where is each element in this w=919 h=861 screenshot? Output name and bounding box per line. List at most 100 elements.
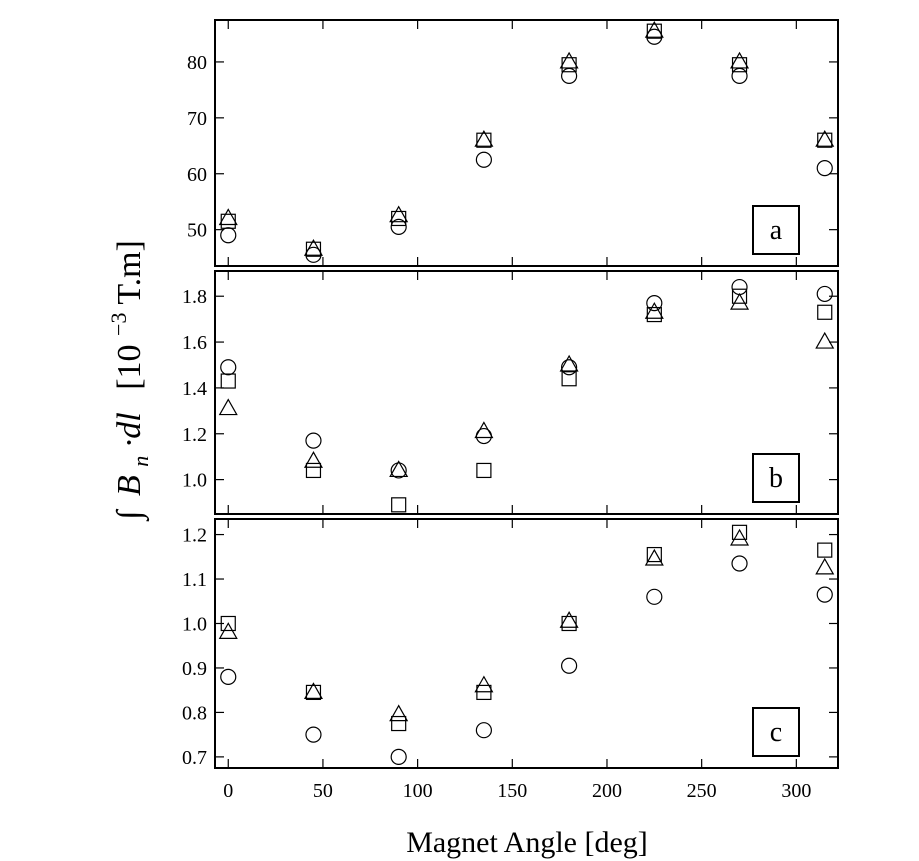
data-point-square [391,715,407,732]
data-point-square [731,288,748,304]
x-axis-label: Magnet Angle [deg] [406,826,648,859]
data-point-triangle [218,398,238,416]
data-point-triangle [389,704,409,722]
data-point-circle [561,359,578,376]
data-point-circle [305,432,322,449]
x-tick-labels: 0 50 100 150 200 250 300 [223,780,811,802]
data-point-square [561,615,577,632]
data-point-square [305,684,322,701]
x-tick-label: 0 [223,780,233,802]
y-tick-label: 50 [187,220,207,242]
data-point-circle [220,359,237,376]
x-tick-label: 150 [497,780,527,802]
data-point-triangle [730,51,750,69]
y-tick-label: 80 [187,52,207,74]
panel-label-box [752,453,800,503]
data-point-triangle [730,528,750,546]
data-point-triangle [389,205,409,223]
data-point-circle [731,67,748,85]
data-point-square [305,241,322,257]
data-point-circle [305,726,322,743]
x-tick-label: 100 [403,780,433,802]
x-tick-label: 50 [313,780,333,802]
y-tick-label: 1.6 [182,332,207,354]
data-point-circle [390,462,407,479]
data-point-circle [475,151,492,168]
data-point-triangle [644,20,664,38]
data-point-circle [475,722,492,739]
panel-frame [214,518,839,769]
y-axis-label-exponent: −3 [106,313,131,336]
data-point-triangle [303,239,323,256]
data-point-circle [305,246,322,263]
y-tick-label: 1.8 [182,286,207,308]
data-point-triangle [815,129,835,147]
y-tick-label: 70 [187,108,207,130]
data-point-square [476,132,492,148]
data-point-square [646,546,662,563]
data-point-circle [816,586,833,603]
data-point-square [305,462,322,479]
data-point-circle [220,227,237,244]
panel-label: b [769,463,783,494]
data-point-circle [816,160,833,177]
data-point-circle [475,427,492,445]
y-axis-label-symbol: B [111,475,148,496]
y-axis-label-integral: ∫ [111,508,150,522]
data-point-triangle [218,208,238,226]
x-tick-label: 300 [781,780,811,802]
y-axis-label-differential: ·dl [111,412,148,447]
data-point-square [731,524,748,540]
y-tick-label: 1.0 [182,613,207,635]
y-tick-label: 0.7 [182,747,207,769]
y-tick-label: 1.0 [182,470,207,492]
data-point-square [817,542,833,558]
y-tick-label: 1.2 [182,525,207,547]
data-point-square [817,304,833,320]
y-axis-label-units-open: [10 [111,344,148,389]
data-point-circle [646,28,663,45]
data-point-triangle [815,557,835,575]
data-point-triangle [559,611,579,628]
data-point-triangle [474,675,494,693]
data-point-circle [220,668,237,685]
y-tick-label: 1.2 [182,424,207,446]
y-axis-label-units-close: T.m] [111,240,148,305]
data-point-square [220,213,236,229]
y-axis-label-subscript: n [128,456,153,467]
data-point-circle [646,588,663,605]
x-tick-label: 200 [592,780,622,802]
y-tick-label: 1.4 [182,378,207,400]
data-point-circle [390,748,407,765]
data-point-circle [731,278,748,296]
panels-layer: 50 60 70 80 a 1.0 1.2 1.4 1.6 1.8 b 0.7 0.8 0.9 1.0 1.1… [182,19,839,802]
data-point-triangle [303,682,323,700]
data-point-triangle [389,460,409,478]
data-point-circle [816,285,833,303]
data-point-triangle [303,451,323,468]
panel-label: c [770,717,782,748]
panel-label-box [752,707,800,757]
data-point-square [817,132,833,148]
panel-label: a [770,215,783,246]
data-point-square [391,497,407,513]
data-point-circle [561,657,578,674]
data-point-triangle [644,548,664,566]
data-point-circle [731,555,748,572]
y-tick-label: 0.8 [182,702,207,724]
y-axis-label: ∫ B n ·dl [10 −3 T.m] [97,240,156,522]
panel-a: 50 60 70 80 a [187,19,839,267]
data-point-triangle [644,302,664,319]
data-point-circle [390,218,407,235]
data-point-square [220,615,236,632]
data-point-triangle [815,331,835,349]
data-point-triangle [474,421,494,439]
data-point-square [476,462,492,479]
panel-b: 1.0 1.2 1.4 1.6 1.8 b [182,270,839,515]
data-point-circle [561,67,578,85]
panel-frame [214,270,839,515]
y-tick-label: 60 [187,164,207,186]
data-point-triangle [730,292,750,310]
data-point-square [646,306,662,323]
